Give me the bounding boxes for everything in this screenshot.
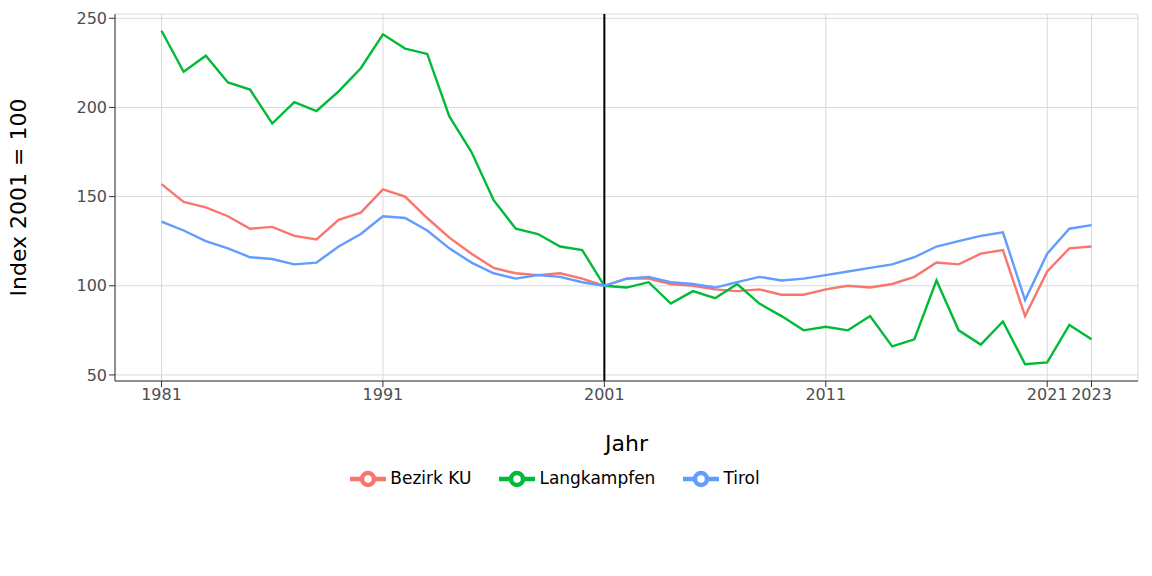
- svg-text:200: 200: [76, 98, 107, 117]
- svg-text:2011: 2011: [805, 385, 846, 404]
- html-text:Langkampfen: Langkampfen: [539, 468, 656, 488]
- svg-text:2021: 2021: [1027, 385, 1068, 404]
- svg-text:Index 2001 = 100: Index 2001 = 100: [8, 99, 31, 297]
- svg-text:1991: 1991: [363, 385, 404, 404]
- svg-text:2001: 2001: [584, 385, 625, 404]
- html-text:Tirol: Tirol: [723, 468, 760, 488]
- svg-text:150: 150: [76, 187, 107, 206]
- svg-text:250: 250: [76, 9, 107, 28]
- svg-text:100: 100: [76, 276, 107, 295]
- html-text:Bezirk KU: Bezirk KU: [390, 468, 472, 488]
- svg-text:Jahr: Jahr: [603, 431, 649, 456]
- svg-text:50: 50: [87, 366, 107, 385]
- svg-text:1981: 1981: [141, 385, 182, 404]
- svg-text:2023: 2023: [1071, 385, 1112, 404]
